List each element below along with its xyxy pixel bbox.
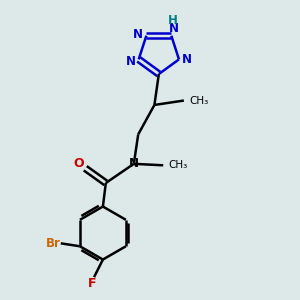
Text: CH₃: CH₃ xyxy=(169,160,188,170)
Text: CH₃: CH₃ xyxy=(189,95,208,106)
Text: O: O xyxy=(74,157,84,170)
Text: N: N xyxy=(129,157,139,170)
Text: N: N xyxy=(169,22,178,35)
Text: Br: Br xyxy=(46,237,61,250)
Text: N: N xyxy=(133,28,143,41)
Text: F: F xyxy=(88,277,97,290)
Text: N: N xyxy=(125,55,135,68)
Text: N: N xyxy=(182,53,192,67)
Text: H: H xyxy=(168,14,178,27)
